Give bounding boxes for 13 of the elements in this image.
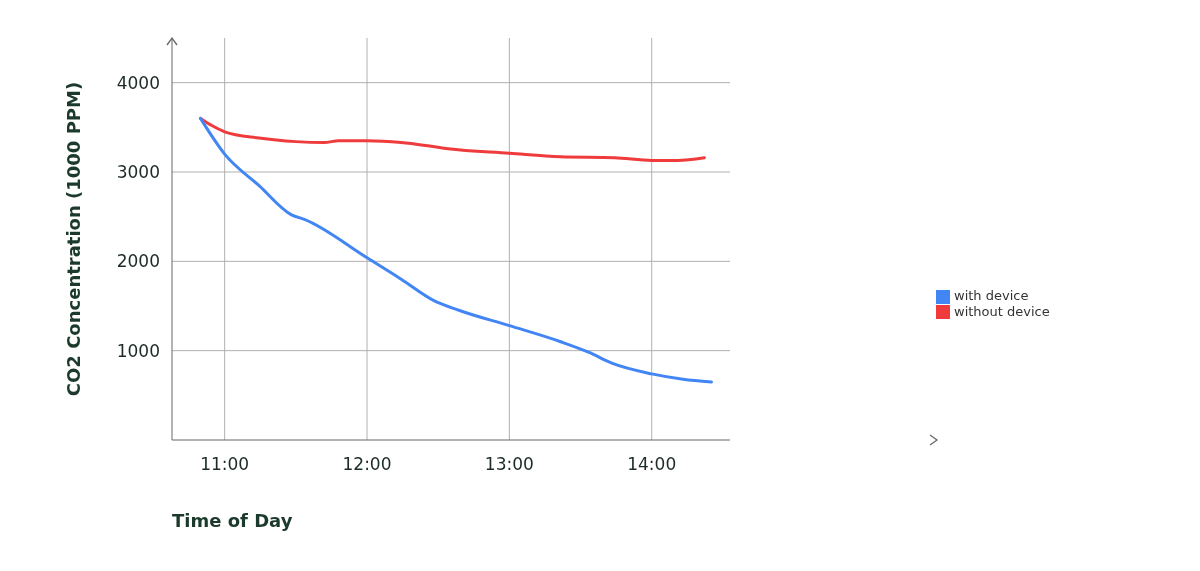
y-tick-label: 3000 <box>116 162 160 183</box>
x-tick-label: 11:00 <box>200 454 250 475</box>
y-tick-label: 4000 <box>116 72 160 93</box>
y-tick-label: 1000 <box>116 340 160 361</box>
x-tick-label: 14:00 <box>627 454 677 475</box>
y-tick-label: 2000 <box>116 251 160 272</box>
x-axis-title: Time of Day <box>172 510 293 531</box>
legend-label: with device <box>954 288 1029 303</box>
x-tick-label: 13:00 <box>484 454 534 475</box>
x-tick-label: 12:00 <box>342 454 392 475</box>
y-axis-title: CO2 Concentration (1000 PPM) <box>63 81 85 397</box>
legend-label: without device <box>954 303 1050 319</box>
line-series <box>198 116 713 384</box>
